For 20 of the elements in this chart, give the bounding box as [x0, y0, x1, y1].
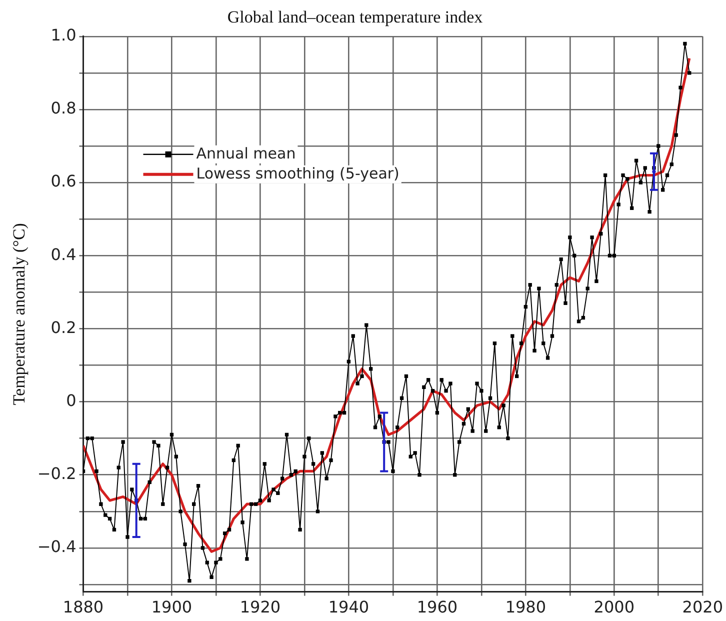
- y-tick-label: 0.4: [50, 244, 76, 264]
- x-tick-label: 1960: [416, 598, 458, 617]
- x-tick-label: 2020: [682, 598, 723, 617]
- chart-title: Global land–ocean temperature index: [227, 8, 484, 27]
- x-tick-label: 2000: [594, 598, 635, 617]
- y-tick-label: 0.2: [50, 318, 76, 337]
- x-tick-label: 1980: [505, 598, 546, 617]
- legend-label: Annual mean: [196, 144, 296, 162]
- legend-label: Lowess smoothing (5-year): [196, 164, 400, 182]
- x-tick-label: 1900: [151, 598, 192, 617]
- y-axis-title: Temperature anomaly (°C): [10, 223, 29, 406]
- x-tick-label: 1940: [328, 598, 370, 617]
- x-tick-label: 1880: [62, 598, 104, 617]
- y-tick-label: 1.0: [50, 26, 76, 45]
- y-tick-label: −0.4: [37, 537, 76, 556]
- y-tick-label: 0.8: [50, 98, 76, 118]
- y-tick-label: −0.2: [37, 464, 76, 484]
- x-tick-label: 1920: [240, 598, 281, 617]
- y-tick-label: 0: [66, 390, 76, 410]
- y-tick-label: 0.6: [50, 172, 76, 191]
